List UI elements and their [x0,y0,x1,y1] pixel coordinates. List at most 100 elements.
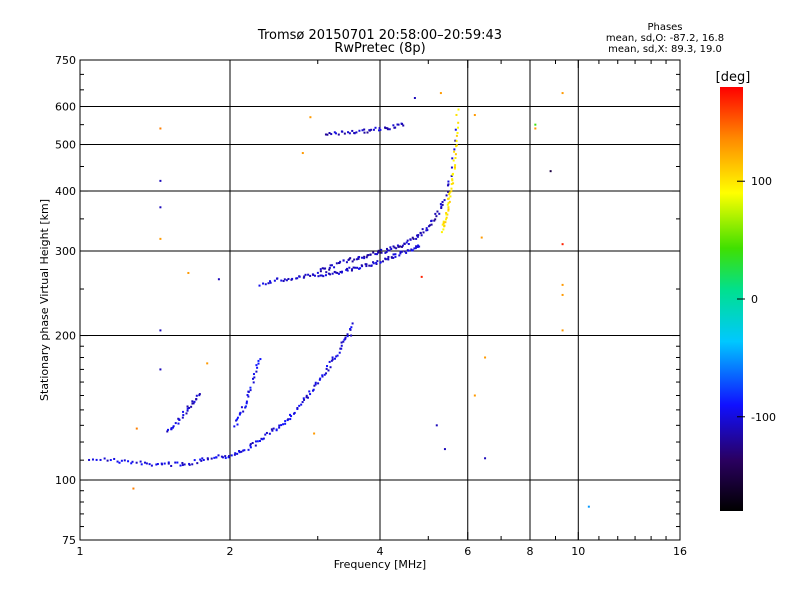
data-point [396,244,399,247]
data-point [202,458,205,461]
data-point [331,272,334,275]
data-point [236,423,239,426]
data-point [199,458,202,461]
data-point [335,355,338,358]
data-point [449,195,452,198]
colorbar-tick-label: -100 [751,411,776,424]
data-point [434,212,437,215]
data-point [451,179,454,182]
data-point [388,249,391,252]
data-point [88,458,91,461]
data-point [380,251,383,254]
data-point [384,258,387,261]
data-point [309,274,312,277]
data-point [326,365,329,368]
data-point [447,209,450,212]
data-point [333,131,336,134]
data-point [91,458,94,461]
data-point [370,264,373,267]
data-point [436,210,439,213]
data-point [414,247,417,250]
data-point [452,182,455,185]
data-point [298,404,301,407]
data-point [172,425,175,428]
data-point [271,429,274,432]
data-point [358,267,361,270]
data-point [417,244,420,247]
data-point [186,409,189,412]
data-point [268,280,271,283]
data-point [177,422,180,425]
data-point [415,237,418,240]
y-tick-label: 100 [55,474,76,487]
data-point [380,248,383,251]
data-point [354,266,357,269]
data-point [235,419,238,422]
data-point [249,443,252,446]
data-point [358,129,361,132]
data-point [365,263,368,266]
x-tick-label: 8 [527,545,534,558]
data-point [425,227,428,230]
x-tick-label: 16 [673,545,687,558]
data-point [346,269,349,272]
data-point [452,159,455,162]
data-point [456,131,459,134]
data-point [132,487,135,490]
data-point [167,461,170,464]
data-point [127,460,130,463]
data-point [224,457,227,460]
data-point [416,235,419,238]
data-point [186,407,189,410]
data-point [242,410,245,413]
data-point [289,413,292,416]
phase-info-line-o: mean, sd,O: -87.2, 16.8 [605,33,725,44]
data-point [243,449,246,452]
data-point [256,366,259,369]
data-point [389,246,392,249]
data-point [318,378,321,381]
data-point [561,293,564,296]
data-point [325,372,328,375]
data-point [361,129,364,132]
data-point [430,219,433,222]
data-point [377,249,380,252]
data-point [455,134,458,137]
data-point [206,458,209,461]
data-point [405,241,408,244]
data-point [349,257,352,260]
data-point [304,273,307,276]
data-point [427,225,430,228]
colorbar-tick-label: 100 [751,175,772,188]
data-point [178,418,181,421]
data-point [384,251,387,254]
data-point [374,126,377,129]
data-point [484,356,487,359]
data-point [587,505,590,508]
data-point [290,415,293,418]
data-point [275,428,278,431]
data-point [337,133,340,136]
data-point [247,390,250,393]
data-point [384,127,387,130]
data-point [342,340,345,343]
data-point [306,396,309,399]
data-point [325,271,328,274]
data-point [329,273,332,276]
data-point [330,359,333,362]
data-point [193,459,196,462]
data-point [372,261,375,264]
data-point [255,370,258,373]
data-point [385,247,388,250]
scatter-points [88,92,590,508]
data-point [324,133,327,136]
data-point [420,234,423,237]
data-point [444,218,447,221]
data-point [400,250,403,253]
data-point [200,459,203,462]
data-point [453,148,456,151]
data-point [375,261,378,264]
data-point [284,422,287,425]
data-point [336,354,339,357]
